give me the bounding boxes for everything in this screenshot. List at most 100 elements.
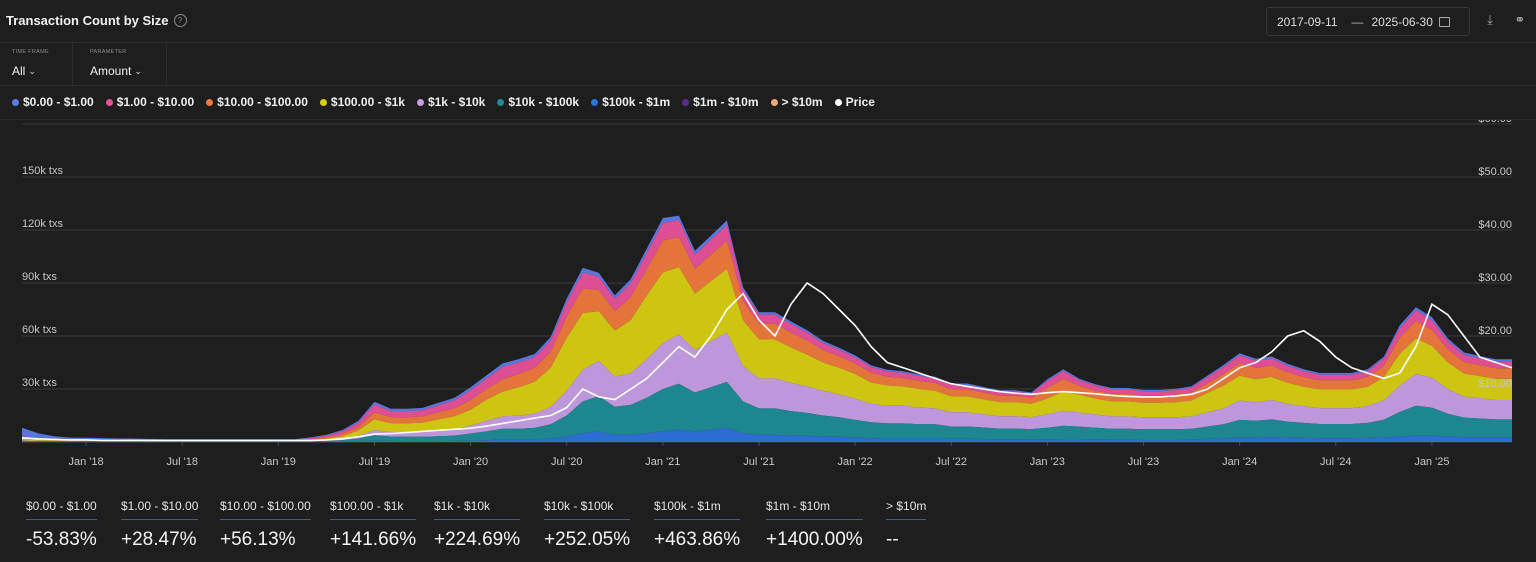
stat-label: > $10m: [886, 499, 927, 520]
series-area: [22, 427, 1512, 442]
stat-label: $10k - $100k: [544, 499, 631, 520]
stat-value: -53.83%: [26, 529, 97, 550]
stat-value: --: [886, 529, 899, 550]
calendar-icon[interactable]: [1438, 16, 1450, 27]
legend-item[interactable]: $1.00 - $10.00: [105, 95, 195, 109]
help-icon[interactable]: ?: [173, 14, 187, 27]
legend-dot: [105, 98, 113, 106]
stat-label: $0.00 - $1.00: [26, 499, 97, 520]
y-right-tick-label: $60.00: [1478, 120, 1512, 125]
legend-item[interactable]: $1k - $10k: [416, 95, 486, 109]
stat-value: +1400.00%: [766, 529, 863, 550]
legend-item[interactable]: $10.00 - $100.00: [206, 95, 308, 109]
x-tick-label: Jul '22: [936, 456, 967, 468]
stat-item: $100.00 - $1k +141.66%: [330, 499, 417, 551]
stacked-area-chart[interactable]: 30k txs 60k txs 90k txs 120k txs 150k txs $10…: [0, 120, 1536, 470]
chart-title: Transaction Count by Size ?: [6, 13, 187, 28]
x-tick-label: Jul '20: [551, 456, 582, 468]
legend-label: $10.00 - $100.00: [217, 95, 308, 109]
legend-label: $1k - $10k: [427, 95, 486, 109]
change-stats: $0.00 - $1.00 -53.83% $1.00 - $10.00 +28.4…: [26, 499, 1026, 559]
header-bar: Transaction Count by Size ? 2017-09-11 —…: [0, 0, 1536, 43]
legend-label: $100k - $1m: [602, 95, 671, 109]
y-left-tick-label: 150k txs: [22, 165, 63, 177]
series-area: [22, 332, 1512, 442]
legend-label: Price: [845, 95, 875, 109]
parameter-filter[interactable]: PARAMETER Amount ⌄: [78, 43, 167, 85]
y-left-tick-label: 90k txs: [22, 271, 57, 283]
x-tick-label: Jan '23: [1030, 456, 1065, 468]
parameter-dropdown[interactable]: Amount ⌄: [90, 64, 142, 78]
legend-item[interactable]: $0.00 - $1.00: [12, 95, 94, 109]
x-tick-label: Jul '23: [1128, 456, 1159, 468]
y-left-tick-label: 30k txs: [22, 377, 57, 389]
stat-label: $100.00 - $1k: [330, 499, 417, 520]
timeframe-dropdown[interactable]: All ⌄: [12, 64, 36, 78]
timeframe-value: All: [12, 64, 26, 78]
legend-dot: [416, 98, 424, 106]
chart-legend: $0.00 - $1.00 $1.00 - $10.00 $10.00 - $1…: [12, 95, 875, 109]
legend-item[interactable]: $100.00 - $1k: [319, 95, 405, 109]
y-right-tick-label: $40.00: [1478, 219, 1512, 231]
x-tick-label: Jan '25: [1414, 456, 1449, 468]
legend-label: $1.00 - $10.00: [116, 95, 195, 109]
parameter-value: Amount: [90, 64, 132, 78]
y-right-tick-label: $30.00: [1478, 272, 1512, 284]
stat-label: $1k - $10k: [434, 499, 521, 520]
y-left-tick-label: 120k txs: [22, 218, 63, 230]
legend-dot: [682, 98, 690, 106]
download-icon[interactable]: ⤓: [1487, 12, 1493, 27]
timeframe-filter[interactable]: TIME FRAME All ⌄: [0, 43, 73, 85]
stat-item: $100k - $1m +463.86%: [654, 499, 741, 551]
chart-title-text: Transaction Count by Size: [6, 13, 169, 28]
date-start[interactable]: 2017-09-11: [1277, 14, 1338, 29]
legend-label: $10k - $100k: [508, 95, 580, 109]
stat-item: $10.00 - $100.00 +56.13%: [220, 499, 311, 551]
chevron-down-icon: ⌄: [134, 65, 142, 76]
stat-value: +252.05%: [544, 529, 631, 550]
legend-dot: [12, 98, 19, 106]
legend-label: $0.00 - $1.00: [23, 95, 94, 109]
legend-label: $1m - $10m: [693, 95, 759, 109]
stat-value: +463.86%: [654, 529, 741, 550]
stat-label: $10.00 - $100.00: [220, 499, 311, 520]
legend-dot: [770, 98, 778, 106]
stat-value: +56.13%: [220, 529, 296, 550]
stat-label: $1.00 - $10.00: [121, 499, 199, 520]
legend-item[interactable]: > $10m: [770, 95, 823, 109]
x-tick-label: Jan '20: [453, 456, 488, 468]
date-range-picker[interactable]: 2017-09-11 — 2025-06-30: [1266, 7, 1470, 36]
stat-item: $1k - $10k +224.69%: [434, 499, 521, 551]
y-right-tick-label: $20.00: [1478, 325, 1512, 337]
x-tick-label: Jul '19: [359, 456, 390, 468]
stat-label: $100k - $1m: [654, 499, 741, 520]
legend-label: > $10m: [781, 95, 823, 109]
link-icon[interactable]: ⚭: [1514, 12, 1526, 27]
stat-item: > $10m --: [886, 499, 927, 551]
y-right-tick-label: $50.00: [1478, 166, 1512, 178]
x-tick-label: Jul '24: [1320, 456, 1351, 468]
legend-item[interactable]: Price: [834, 95, 875, 109]
legend-dot: [206, 98, 214, 106]
x-tick-label: Jan '18: [69, 456, 104, 468]
date-separator: —: [1351, 14, 1364, 29]
x-tick-label: Jan '21: [645, 456, 680, 468]
stat-item: $1.00 - $10.00 +28.47%: [121, 499, 199, 551]
stat-value: +224.69%: [434, 529, 521, 550]
x-tick-label: Jan '24: [1222, 456, 1257, 468]
legend-dot: [497, 98, 505, 106]
timeframe-caption: TIME FRAME: [12, 49, 49, 55]
parameter-caption: PARAMETER: [90, 49, 127, 55]
series-area: [22, 381, 1512, 442]
legend-item[interactable]: $10k - $100k: [497, 95, 579, 109]
series-area: [22, 267, 1512, 442]
filter-bar: TIME FRAME All ⌄ PARAMETER Amount ⌄: [0, 43, 1536, 86]
x-tick-label: Jul '18: [166, 456, 197, 468]
stat-label: $1m - $10m: [766, 499, 863, 520]
legend-item[interactable]: $1m - $10m: [682, 95, 759, 109]
stat-item: $0.00 - $1.00 -53.83%: [26, 499, 97, 551]
legend-item[interactable]: $100k - $1m: [591, 95, 670, 109]
date-end[interactable]: 2025-06-30: [1371, 14, 1433, 29]
legend-label: $100.00 - $1k: [330, 95, 405, 109]
stat-value: +141.66%: [330, 529, 417, 550]
